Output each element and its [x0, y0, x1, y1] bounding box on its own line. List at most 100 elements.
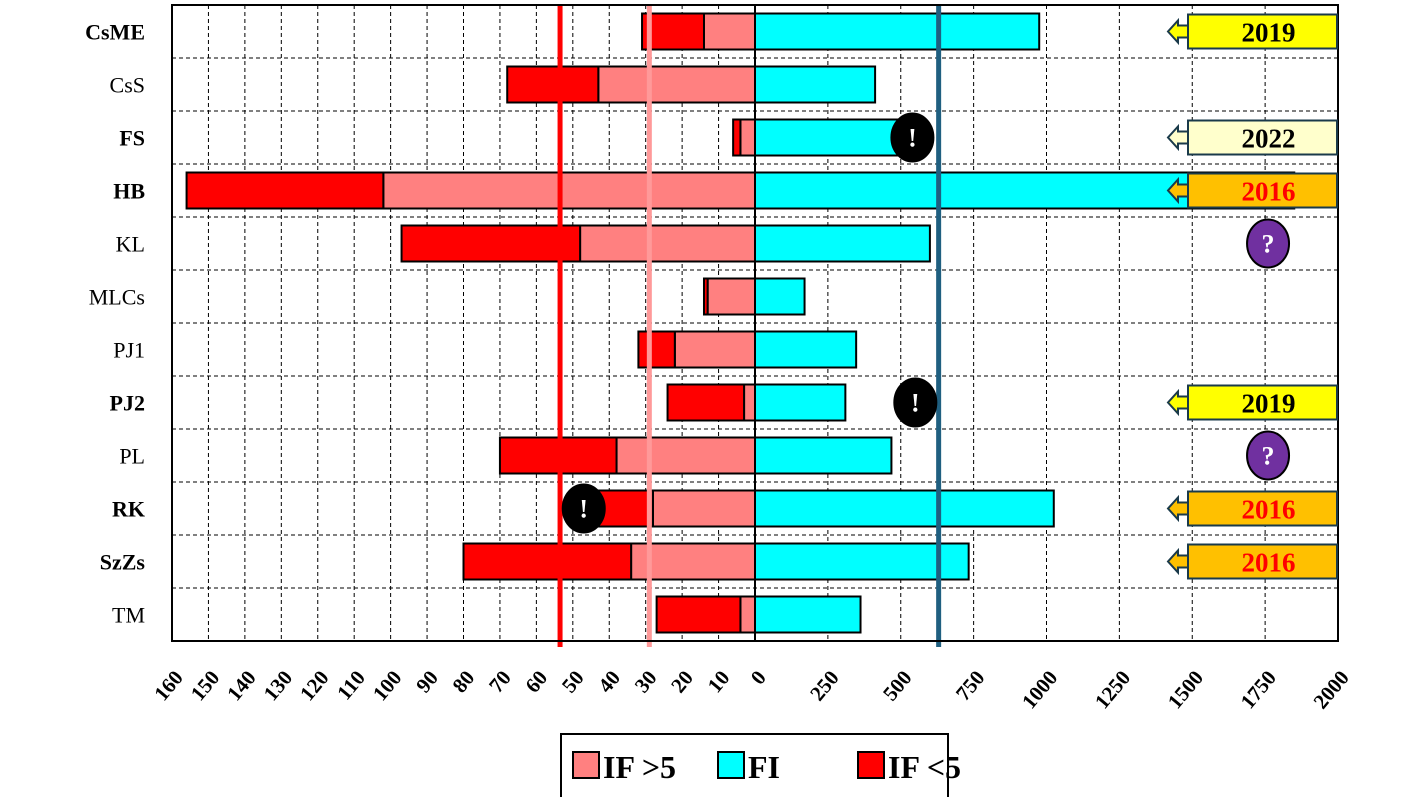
year-tag	[1187, 543, 1338, 580]
legend-label: IF >5	[603, 749, 676, 785]
legend-label: FI	[748, 749, 780, 785]
tick-label-right: 250	[805, 666, 844, 706]
tick-label-left: 90	[411, 666, 443, 698]
bar-if-lt5	[655, 595, 742, 634]
bar-if-gt5	[597, 65, 756, 104]
arrow-left-icon	[1166, 17, 1189, 46]
year-tag-label: 2016	[1242, 548, 1296, 578]
year-tag-label: 2016	[1242, 495, 1296, 525]
warning-marker-icon	[893, 377, 938, 428]
tick-label-left: 100	[368, 666, 407, 706]
bar-if-gt5	[739, 595, 756, 634]
marker-symbol: !	[908, 124, 917, 153]
tick-label-left: 60	[520, 666, 552, 698]
bar-if-gt5	[706, 277, 756, 316]
category-label: PJ1	[113, 338, 145, 363]
bar-if-lt5	[400, 224, 582, 263]
tick-label-left: 80	[447, 666, 479, 698]
tick-label-left: 140	[222, 666, 261, 706]
tick-label-left: 30	[630, 666, 662, 698]
bar-if-gt5	[579, 224, 756, 263]
bar-if-lt5	[506, 65, 600, 104]
category-label: MLCs	[89, 285, 145, 310]
tick-label-left: 70	[484, 666, 516, 698]
tick-label-right: 1250	[1090, 666, 1135, 714]
tick-label-right: 1000	[1017, 666, 1062, 714]
marker-symbol: ?	[1262, 230, 1275, 259]
category-label: CsME	[85, 20, 145, 45]
year-tag	[1187, 172, 1338, 209]
arrow-left-icon	[1166, 494, 1189, 523]
bar-if-gt5	[382, 171, 756, 210]
marker-symbol: !	[579, 495, 588, 524]
bar-fi	[754, 436, 893, 475]
marker-symbol: !	[911, 389, 920, 418]
warning-marker-icon	[561, 483, 606, 534]
category-label: PL	[119, 444, 145, 469]
bar-if-gt5	[739, 118, 756, 157]
question-marker-icon	[1246, 430, 1291, 481]
tick-label-right: 2000	[1308, 666, 1353, 714]
bar-if-lt5	[666, 383, 746, 422]
bar-fi	[754, 383, 847, 422]
year-tag	[1187, 13, 1338, 50]
tick-label-left: 20	[666, 666, 698, 698]
tick-label-right: 500	[878, 666, 917, 706]
bar-if-gt5	[702, 12, 756, 51]
category-label: KL	[116, 232, 145, 257]
tick-label-right: 1750	[1236, 666, 1281, 714]
bar-if-lt5	[637, 330, 676, 369]
category-label: HB	[113, 179, 145, 204]
tick-label-right: 750	[951, 666, 990, 706]
arrow-left-icon	[1166, 547, 1189, 576]
bar-fi	[754, 224, 931, 263]
marker-symbol: ?	[1262, 442, 1275, 471]
tick-label-left: 120	[295, 666, 334, 706]
tick-label-left: 130	[259, 666, 298, 706]
bar-fi	[754, 595, 862, 634]
warning-marker-icon	[890, 112, 935, 163]
tick-label-left: 0	[746, 666, 771, 689]
arrow-left-icon	[1166, 388, 1189, 417]
category-label: CsS	[110, 73, 145, 98]
arrow-left-icon	[1166, 123, 1189, 152]
bar-fi	[754, 330, 858, 369]
category-label: PJ2	[110, 391, 145, 416]
bar-if-lt5	[641, 12, 705, 51]
bar-if-gt5	[615, 436, 756, 475]
bar-fi	[754, 489, 1055, 528]
legend-swatch	[717, 751, 745, 779]
year-tag-label: 2016	[1242, 177, 1296, 207]
tick-label-left: 50	[557, 666, 589, 698]
category-label: TM	[112, 603, 145, 628]
tick-label-left: 40	[593, 666, 625, 698]
tick-label-left: 150	[186, 666, 225, 706]
bar-if-lt5	[462, 542, 633, 581]
category-label: RK	[112, 497, 145, 522]
year-tag-label: 2019	[1242, 389, 1296, 419]
bar-if-lt5	[185, 171, 385, 210]
year-tag	[1187, 384, 1338, 421]
year-tag	[1187, 119, 1338, 156]
bar-if-lt5	[597, 489, 654, 528]
category-label: SzZs	[100, 550, 146, 575]
legend-label: IF <5	[888, 749, 961, 785]
arrow-left-icon	[1166, 176, 1189, 205]
category-label: FS	[119, 126, 145, 151]
bar-if-gt5	[743, 383, 756, 422]
bar-if-gt5	[651, 489, 756, 528]
tick-label-left: 110	[332, 666, 370, 705]
bar-fi	[754, 12, 1041, 51]
question-marker-icon	[1246, 218, 1291, 269]
bar-if-lt5	[702, 277, 709, 316]
year-tag	[1187, 490, 1338, 527]
tick-label-right: 1500	[1163, 666, 1208, 714]
bar-fi	[754, 118, 899, 157]
year-tag-label: 2022	[1242, 124, 1296, 154]
bar-if-lt5	[732, 118, 742, 157]
legend-swatch	[572, 751, 600, 779]
tick-label-left: 10	[703, 666, 735, 698]
year-tag-label: 2019	[1242, 18, 1296, 48]
tick-label-left: 160	[149, 666, 188, 706]
